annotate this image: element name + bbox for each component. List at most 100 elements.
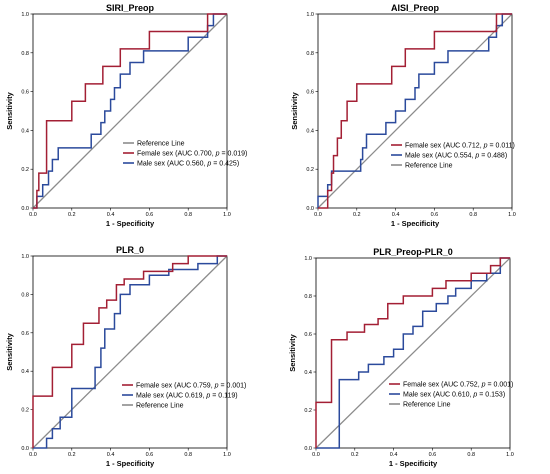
y-tick-label: 0.8 xyxy=(21,292,29,298)
x-tick-label: 0.4 xyxy=(390,452,398,458)
legend-label-female: Female sex (AUC 0.712, p = 0.011) xyxy=(405,143,515,150)
x-tick-label: 0.8 xyxy=(184,212,192,218)
y-tick-label: 0.4 xyxy=(306,128,314,134)
y-tick-label: 0.6 xyxy=(21,90,29,96)
y-tick-label: 0.8 xyxy=(21,51,29,57)
x-tick-label: 0.0 xyxy=(314,212,322,218)
chart-title: SIRI_Preop xyxy=(106,3,155,13)
legend-label-female: Female sex (AUC 0.752, p = 0.001) xyxy=(403,382,513,389)
reference-line xyxy=(32,255,228,449)
x-tick-label: 0.2 xyxy=(351,452,359,458)
y-tick-label: 0.6 xyxy=(304,332,312,338)
y-tick-label: 0.0 xyxy=(21,206,29,212)
legend-label-ref: Reference Line xyxy=(405,163,453,170)
legend-text-part: Male sex (AUC 0.554, xyxy=(405,153,475,160)
legend-text-part: p xyxy=(472,392,477,399)
legend-text-part: = 0.001) xyxy=(219,383,247,390)
x-tick-label: 0.0 xyxy=(29,212,37,218)
legend-text-part: = 0.488) xyxy=(479,153,507,160)
y-tick-label: 0.0 xyxy=(21,446,29,452)
y-tick-label: 0.4 xyxy=(304,370,312,376)
x-tick-label: 0.2 xyxy=(68,452,76,458)
reference-line xyxy=(317,13,513,209)
female-roc-curve xyxy=(315,257,510,448)
x-tick-label: 1.0 xyxy=(223,212,231,218)
x-tick-label: 0.8 xyxy=(469,212,477,218)
legend-text-part: Male sex (AUC 0.619, xyxy=(136,393,206,400)
x-tick-label: 0.6 xyxy=(146,452,154,458)
x-axis-label: 1 - Specificity xyxy=(106,459,155,468)
x-tick-label: 0.8 xyxy=(184,452,192,458)
legend-label-ref: Reference Line xyxy=(136,403,184,410)
legend-text-part: = 0.119) xyxy=(210,393,237,400)
y-axis-label: Sensitivity xyxy=(5,91,14,129)
x-axis-label: 1 - Specificity xyxy=(391,219,440,228)
y-tick-label: 0.2 xyxy=(21,167,29,173)
x-tick-label: 0.6 xyxy=(429,452,437,458)
legend-text-part: Male sex (AUC 0.560, xyxy=(137,161,207,168)
y-tick-label: 1.0 xyxy=(306,12,314,18)
y-tick-label: 0.4 xyxy=(21,128,29,134)
y-tick-label: 0.4 xyxy=(21,369,29,375)
legend-text-part: = 0.019) xyxy=(220,151,248,158)
legend-label-male: Male sex (AUC 0.610, p = 0.153) xyxy=(403,392,505,399)
legend: Female sex (AUC 0.752, p = 0.001) Male se… xyxy=(389,382,513,409)
legend-text-part: = 0.001) xyxy=(486,382,514,389)
y-tick-label: 0.0 xyxy=(306,206,314,212)
x-tick-label: 0.0 xyxy=(29,452,37,458)
reference-line xyxy=(315,257,511,449)
male-roc-curve xyxy=(316,257,510,449)
y-tick-label: 0.0 xyxy=(304,446,312,452)
legend-text-part: p xyxy=(206,161,211,168)
reference-line xyxy=(32,13,228,209)
x-tick-label: 0.8 xyxy=(467,452,475,458)
male-roc-curve xyxy=(317,13,512,208)
roc-panel-4: PLR_Preop-PLR_0 Sensitivity 1 - Specificit… xyxy=(288,247,514,468)
legend: Reference Line Female sex (AUC 0.700, p =… xyxy=(123,141,247,168)
male-roc-curve xyxy=(33,13,227,209)
y-tick-label: 1.0 xyxy=(21,254,29,260)
legend-label-ref: Reference Line xyxy=(137,141,185,148)
chart-title: PLR_Preop-PLR_0 xyxy=(373,247,453,257)
legend-label-female: Female sex (AUC 0.759, p = 0.001) xyxy=(136,383,246,390)
legend-text-part: p xyxy=(481,382,486,389)
y-tick-label: 0.2 xyxy=(306,167,314,173)
chart-title: PLR_0 xyxy=(116,245,144,255)
legend-label-ref: Reference Line xyxy=(403,402,451,409)
y-tick-label: 0.6 xyxy=(21,331,29,337)
x-tick-label: 0.4 xyxy=(107,212,115,218)
x-axis-label: 1 - Specificity xyxy=(389,459,438,468)
legend: Female sex (AUC 0.759, p = 0.001) Male se… xyxy=(122,383,246,410)
plot-frame xyxy=(317,13,513,209)
legend-text-part: Female sex (AUC 0.712, xyxy=(405,143,484,150)
legend-text-part: Female sex (AUC 0.752, xyxy=(403,382,482,389)
legend-text-part: Female sex (AUC 0.759, xyxy=(136,383,215,390)
legend-text-part: Female sex (AUC 0.700, xyxy=(137,151,216,158)
chart-title: AISI_Preop xyxy=(391,3,440,13)
x-axis-label: 1 - Specificity xyxy=(106,219,155,228)
female-roc-curve xyxy=(33,13,227,209)
y-tick-label: 0.2 xyxy=(304,408,312,414)
x-tick-label: 0.2 xyxy=(353,212,361,218)
x-tick-label: 0.6 xyxy=(146,212,154,218)
x-tick-label: 0.4 xyxy=(107,452,115,458)
legend-text-part: p xyxy=(474,153,479,160)
male-roc-curve xyxy=(33,255,227,449)
legend-label-male: Male sex (AUC 0.560, p = 0.425) xyxy=(137,161,239,168)
legend-text-part: p xyxy=(215,151,220,158)
x-tick-label: 0.4 xyxy=(392,212,400,218)
x-tick-label: 1.0 xyxy=(508,212,516,218)
legend: Female sex (AUC 0.712, p = 0.011) Male se… xyxy=(391,143,515,170)
legend-label-female: Female sex (AUC 0.700, p = 0.019) xyxy=(137,151,247,158)
legend-text-part: = 0.425) xyxy=(211,161,239,168)
legend-text-part: p xyxy=(483,143,488,150)
y-tick-label: 0.8 xyxy=(306,51,314,57)
plot-frame xyxy=(315,257,511,449)
y-axis-label: Sensitivity xyxy=(290,91,299,129)
legend-text-part: = 0.153) xyxy=(477,392,505,399)
roc-panel-3: PLR_0 Sensitivity 1 - Specificity 0.0 0.2 0.4… xyxy=(5,245,246,468)
y-axis-label: Sensitivity xyxy=(288,333,297,371)
x-tick-label: 1.0 xyxy=(506,452,514,458)
legend-label-male: Male sex (AUC 0.554, p = 0.488) xyxy=(405,153,507,160)
